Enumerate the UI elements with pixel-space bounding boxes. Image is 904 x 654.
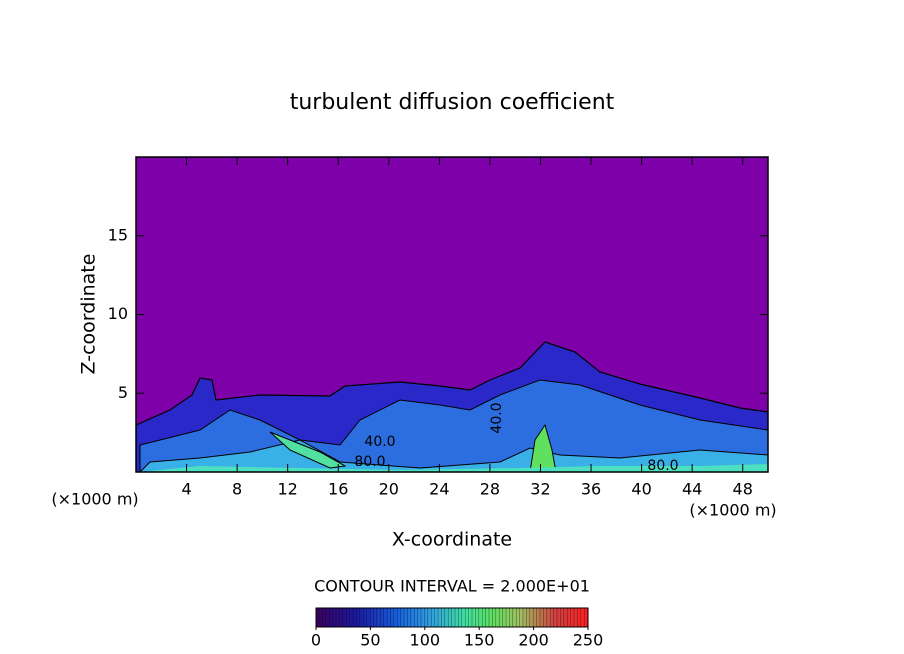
chart-title: turbulent diffusion coefficient [290, 90, 615, 115]
x-tick-label: 36 [581, 480, 601, 499]
colorbar-tick-label: 150 [464, 631, 495, 650]
x-tick-label: 28 [480, 480, 500, 499]
field [136, 341, 768, 472]
x-unit-label: (×1000 m) [689, 501, 776, 520]
colorbar-tick-label: 250 [573, 631, 604, 650]
colorbar-tick-label: 100 [410, 631, 441, 650]
field-region [269, 431, 347, 469]
x-tick-label: 44 [682, 480, 702, 499]
contour-label: 80.0 [354, 454, 385, 470]
x-tick-label: 48 [733, 480, 753, 499]
x-tick-label: 12 [278, 480, 298, 499]
field-region [529, 423, 557, 472]
colorbar-tick-label: 200 [518, 631, 549, 650]
x-tick-label: 4 [181, 480, 191, 499]
contour-label: 40.0 [489, 402, 505, 433]
y-axis-label: Z-coordinate [78, 254, 100, 375]
colorbar-tick-label: 0 [311, 631, 321, 650]
x-tick-label: 20 [379, 480, 399, 499]
contour-interval: CONTOUR INTERVAL = 2.000E+01 [314, 577, 590, 596]
x-tick-label: 16 [328, 480, 348, 499]
contour-label: 80.0 [647, 458, 678, 474]
contour-label: 40.0 [364, 434, 395, 450]
y-tick-label: 15 [108, 225, 128, 244]
x-tick-label: 32 [530, 480, 550, 499]
x-tick-label: 24 [429, 480, 449, 499]
x-tick-label: 40 [631, 480, 651, 499]
colorbar [315, 607, 589, 628]
field-region [140, 464, 768, 472]
x-unit-label: (×1000 m) [51, 490, 138, 509]
y-tick-label: 5 [118, 383, 128, 402]
y-tick-label: 10 [108, 304, 128, 323]
colorbar-tick-label: 50 [360, 631, 380, 650]
x-tick-label: 8 [232, 480, 242, 499]
x-axis-label: X-coordinate [392, 529, 512, 551]
